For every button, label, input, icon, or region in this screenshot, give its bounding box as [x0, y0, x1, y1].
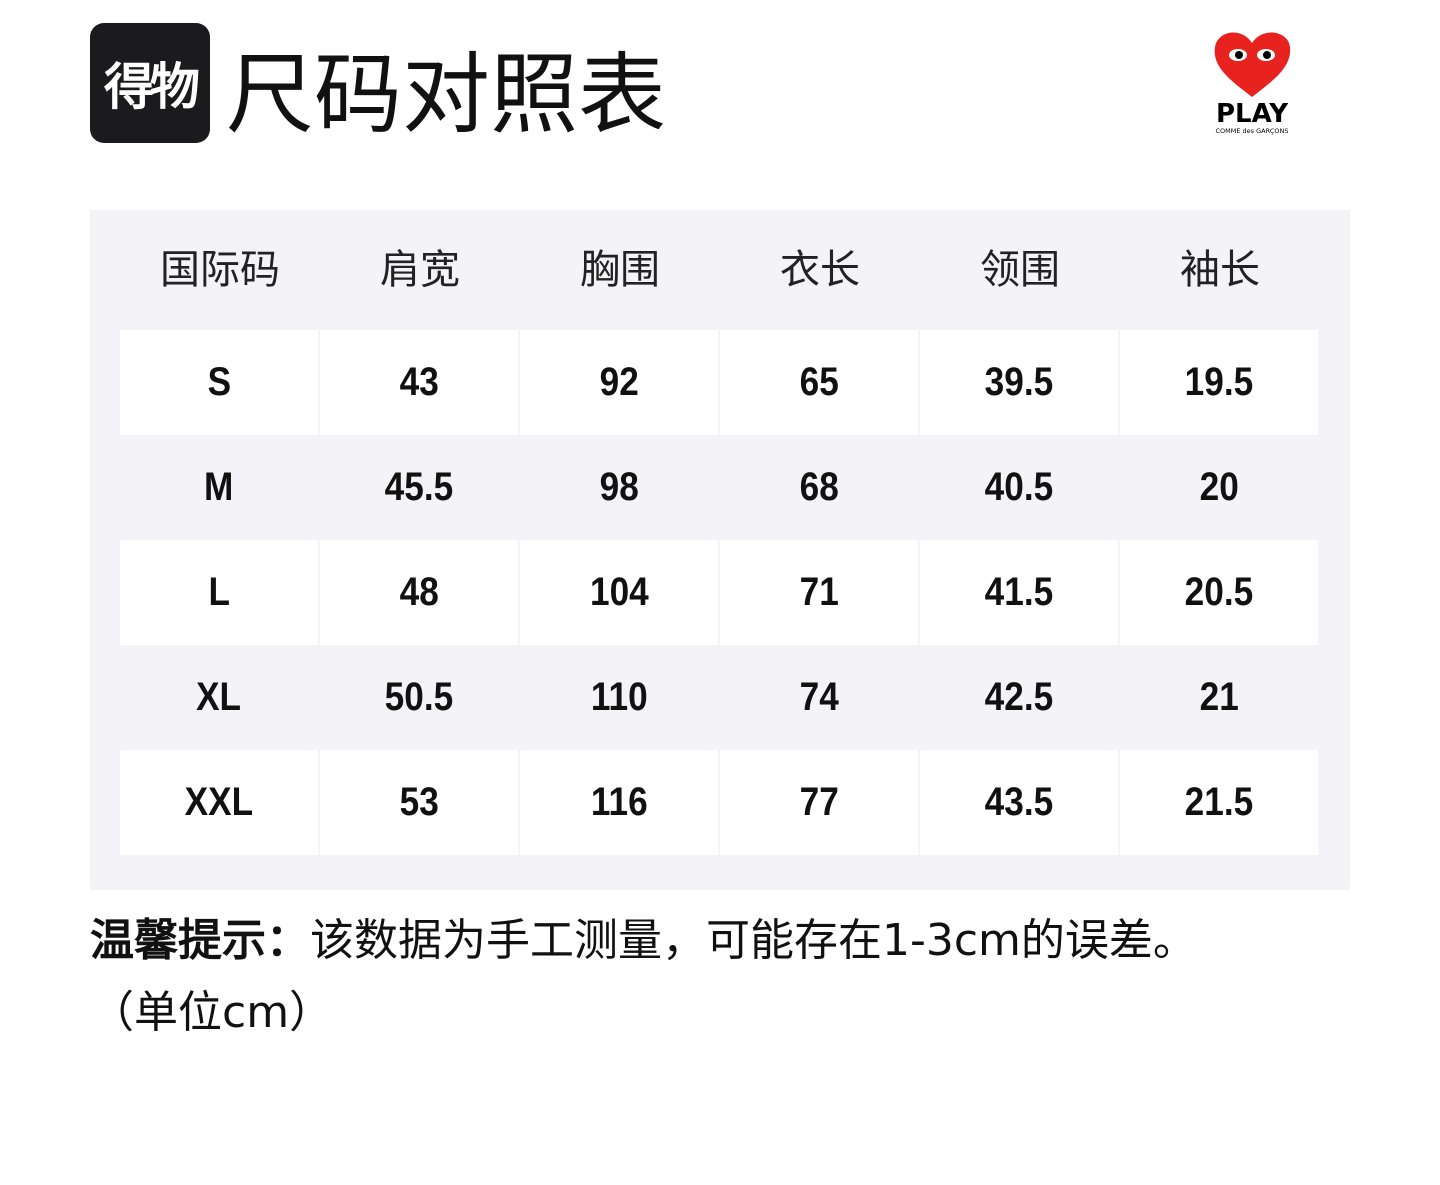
cell-value: 74	[799, 675, 839, 719]
cell-value: 41.5	[984, 570, 1054, 614]
note-text: 该数据为手工测量，可能存在1-3cm的误差。	[310, 915, 1197, 966]
table-cell: 98	[520, 435, 718, 540]
table-cell: 74	[720, 645, 918, 750]
cell-value: 110	[590, 675, 648, 719]
table-cell: 71	[720, 540, 918, 645]
table-cell: 53	[320, 750, 518, 855]
table-cell: 41.5	[920, 540, 1118, 645]
col-header: 胸围	[580, 247, 660, 293]
table-cell: 65	[720, 330, 918, 435]
table-cell: 42.5	[920, 645, 1118, 750]
cell-value: 48	[399, 570, 439, 614]
table-cell: 20	[1120, 435, 1318, 540]
cell-value: 21	[1199, 675, 1239, 719]
cell-value: 68	[799, 465, 839, 509]
col-header: 领围	[980, 247, 1060, 293]
table-cell: 20.5	[1120, 540, 1318, 645]
cell-value: 42.5	[984, 675, 1054, 719]
table-cell: 39.5	[920, 330, 1118, 435]
table-row: L 48 104 71 41.5 20.5	[120, 540, 1320, 645]
table-cell: 92	[520, 330, 718, 435]
cell-value: 104	[589, 570, 649, 614]
cell-value: 92	[599, 360, 639, 404]
play-heart-logo: PLAY COMME des GARÇONS	[1214, 32, 1291, 135]
note-unit: （单位cm）	[90, 987, 334, 1038]
table-cell: 48	[320, 540, 518, 645]
cell-value: 39.5	[984, 360, 1054, 404]
cell-value: 53	[399, 780, 439, 824]
col-header: 袖长	[1180, 247, 1260, 293]
note-label: 温馨提示：	[90, 915, 310, 966]
cell-value: XL	[196, 675, 242, 719]
table-cell: 68	[720, 435, 918, 540]
page-title: 尺码对照表	[226, 43, 667, 146]
table-header: 国际码 肩宽 胸围 衣长 领围 袖长	[120, 210, 1320, 330]
cell-value: S	[207, 360, 231, 404]
table-row: XXL 53 116 77 43.5 21.5	[120, 750, 1320, 855]
cell-value: 43	[399, 360, 439, 404]
table-row: M 45.5 98 68 40.5 20	[120, 435, 1320, 540]
cell-value: M	[204, 465, 234, 509]
dewu-logo: 得物	[90, 23, 210, 143]
col-header: 肩宽	[380, 247, 460, 293]
table-cell: M	[120, 435, 318, 540]
cell-value: 20.5	[1184, 570, 1254, 614]
cell-value: 20	[1199, 465, 1239, 509]
cell-value: 50.5	[384, 675, 454, 719]
size-table: 国际码 肩宽 胸围 衣长 领围 袖长 S 43 92 65 39.5 19.5 M 45.5 9…	[90, 210, 1350, 890]
table-cell: 21.5	[1120, 750, 1318, 855]
cell-value: 19.5	[1184, 360, 1254, 404]
cell-value: 40.5	[984, 465, 1054, 509]
table-cell: 77	[720, 750, 918, 855]
cell-value: 98	[599, 465, 639, 509]
table-cell: 43.5	[920, 750, 1118, 855]
table-cell: XXL	[120, 750, 318, 855]
cell-value: 71	[799, 570, 839, 614]
table-row: S 43 92 65 39.5 19.5	[120, 330, 1320, 435]
table-row: XL 50.5 110 74 42.5 21	[120, 645, 1320, 750]
cell-value: XXL	[184, 780, 254, 824]
table-cell: 116	[520, 750, 718, 855]
table-cell: 19.5	[1120, 330, 1318, 435]
col-header: 国际码	[160, 247, 280, 293]
table-cell: S	[120, 330, 318, 435]
cell-value: 43.5	[984, 780, 1054, 824]
note: 温馨提示：该数据为手工测量，可能存在1-3cm的误差。 （单位cm）	[90, 905, 1370, 1049]
col-header: 衣长	[780, 247, 860, 293]
table-cell: 50.5	[320, 645, 518, 750]
table-cell: 40.5	[920, 435, 1118, 540]
table-cell: 21	[1120, 645, 1318, 750]
table-cell: 43	[320, 330, 518, 435]
cell-value: 65	[799, 360, 839, 404]
cell-value: 116	[590, 780, 648, 824]
play-logo-text: PLAY	[1216, 99, 1289, 129]
table-cell: L	[120, 540, 318, 645]
table-cell: XL	[120, 645, 318, 750]
cell-value: 21.5	[1184, 780, 1254, 824]
play-logo-subtext: COMME des GARÇONS	[1216, 127, 1289, 135]
cell-value: 77	[799, 780, 839, 824]
table-cell: 110	[520, 645, 718, 750]
table-cell: 45.5	[320, 435, 518, 540]
cell-value: 45.5	[384, 465, 454, 509]
table-cell: 104	[520, 540, 718, 645]
dewu-logo-text: 得物	[104, 58, 200, 116]
cell-value: L	[208, 570, 230, 614]
